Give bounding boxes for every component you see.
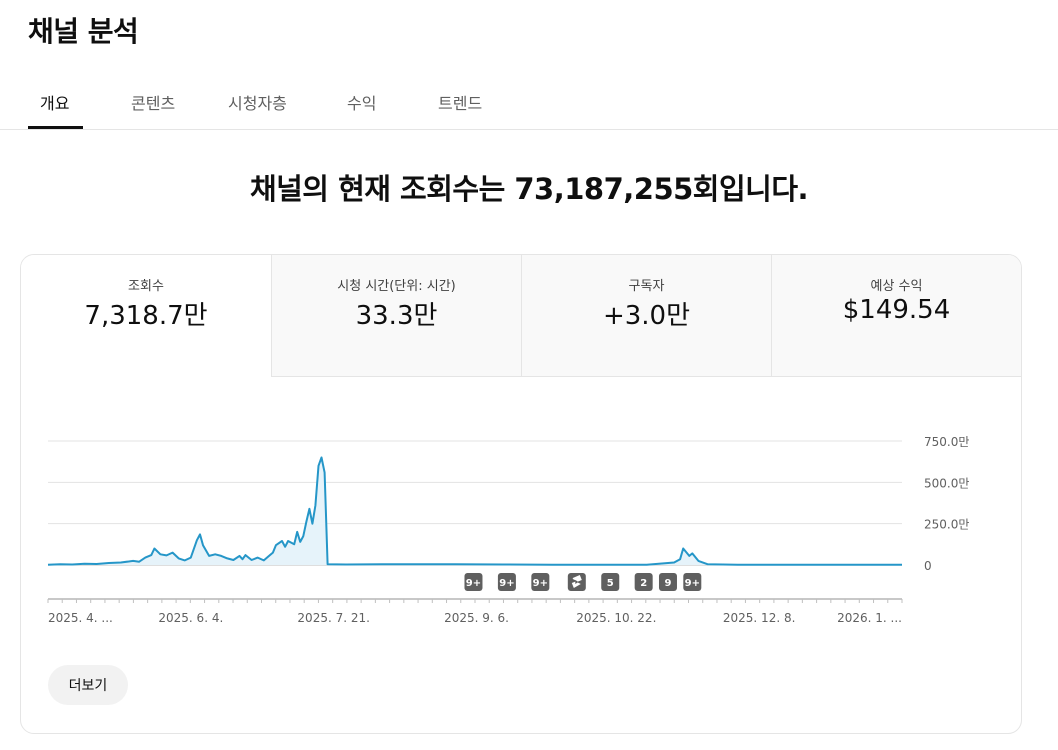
x-tick-label: 2025. 9. 6. [444, 611, 509, 625]
tab-audience[interactable]: 시청자층 [228, 94, 287, 113]
metric-value: 33.3만 [355, 301, 438, 331]
x-tick-label: 2025. 4. ... [48, 611, 113, 625]
metric-value: $149.54 [842, 295, 951, 325]
content-marker [634, 573, 653, 591]
x-tick-label: 2026. 1. ... [837, 611, 902, 625]
active-tab-indicator [28, 126, 83, 129]
analytics-card: 조회수 7,318.7만 시청 시간(단위: 시간) 33.3만 구독자 +3.… [20, 254, 1022, 734]
y-tick-label: 750.0만 [924, 435, 969, 449]
content-marker [464, 573, 483, 591]
content-marker [531, 573, 550, 591]
content-marker [658, 573, 677, 591]
x-tick-label: 2025. 6. 4. [158, 611, 223, 625]
x-tick-label: 2025. 12. 8. [723, 611, 796, 625]
metric-tabs: 조회수 7,318.7만 시청 시간(단위: 시간) 33.3만 구독자 +3.… [21, 255, 1021, 377]
metric-tab-views[interactable]: 조회수 7,318.7만 [21, 255, 271, 377]
shorts-play-icon [575, 580, 579, 584]
metric-label: 구독자 [628, 279, 665, 294]
tab-trends[interactable]: 트렌드 [438, 94, 483, 113]
tab-bar: 개요 콘텐츠 시청자층 수익 트렌드 [0, 82, 1058, 130]
metric-label: 조회수 [128, 279, 164, 294]
x-tick-label: 2025. 7. 21. [297, 611, 370, 625]
tab-revenue[interactable]: 수익 [347, 94, 377, 113]
content-marker [497, 573, 516, 591]
metric-tab-estimated-revenue[interactable]: 예상 수익 $149.54 [771, 255, 1021, 377]
content-marker-label: 9+ [499, 578, 514, 589]
metric-label: 시청 시간(단위: 시간) [337, 279, 456, 294]
x-tick-label: 2025. 10. 22. [576, 611, 656, 625]
content-marker-label: 9+ [466, 578, 481, 589]
views-line [47, 456, 903, 566]
tab-overview[interactable]: 개요 [40, 94, 70, 113]
views-area [48, 457, 902, 565]
content-marker [601, 573, 620, 591]
content-marker-label: 2 [640, 578, 647, 589]
metric-tab-watch-time[interactable]: 시청 시간(단위: 시간) 33.3만 [271, 255, 521, 377]
content-marker-label: 9 [665, 578, 672, 589]
metric-label: 예상 수익 [870, 279, 923, 294]
see-more-button[interactable]: 더보기 [48, 665, 128, 705]
total-views-headline: 채널의 현재 조회수는 73,187,255회입니다. [249, 172, 809, 206]
y-tick-label: 250.0만 [924, 518, 969, 532]
y-tick-label: 0 [924, 559, 932, 573]
content-marker [683, 573, 702, 591]
content-marker-label: 9+ [685, 578, 700, 589]
content-marker-label: 5 [607, 578, 614, 589]
content-marker-label: 9+ [533, 578, 548, 589]
page-title: 채널 분석 [28, 15, 139, 48]
metric-value: +3.0만 [602, 301, 691, 331]
tab-content[interactable]: 콘텐츠 [131, 94, 176, 113]
views-chart: 0 250.0만 500.0만 750.0만 9+ 9+ 9+ 5 2 9 9+ 2025. 4. .… [47, 435, 969, 625]
y-tick-label: 500.0만 [924, 476, 969, 490]
metric-value: 7,318.7만 [84, 301, 208, 331]
metric-tab-subscribers[interactable]: 구독자 +3.0만 [521, 255, 771, 377]
